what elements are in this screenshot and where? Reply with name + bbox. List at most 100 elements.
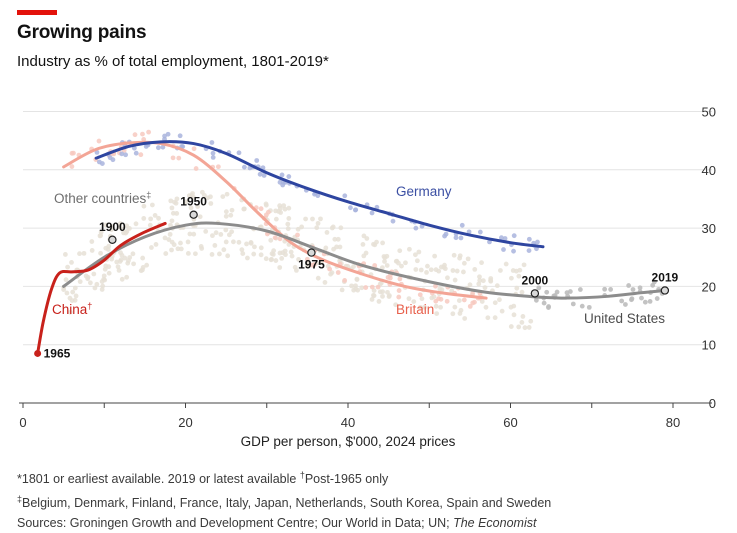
- scatter-point: [174, 211, 180, 216]
- scatter-point: [386, 294, 392, 300]
- scatter-point: [626, 283, 632, 288]
- scatter-point: [257, 171, 263, 177]
- scatter-point: [443, 231, 449, 237]
- scatter-point: [107, 155, 113, 161]
- scatter-point: [244, 241, 249, 247]
- annotation-marker: [108, 235, 117, 244]
- scatter-point: [191, 146, 197, 152]
- chart-svg: 0 10 20 30 40 50 0 20 40 60 80 GDP per person, $'00…: [19, 105, 716, 449]
- scatter-point: [69, 164, 75, 169]
- scatter-point: [516, 324, 522, 330]
- scatter-point: [286, 205, 292, 211]
- scatter-point: [466, 229, 472, 235]
- scatter-point: [494, 283, 500, 289]
- scatter-point: [371, 241, 376, 247]
- scatter-point: [417, 292, 423, 298]
- scatter-point: [141, 203, 147, 209]
- scatter-point: [369, 284, 375, 290]
- x-tick-label: 0: [19, 415, 26, 430]
- scatter-point: [399, 263, 404, 269]
- scatter-point: [279, 255, 285, 261]
- footnote-sources: Sources: Groningen Growth and Developmen…: [17, 516, 537, 531]
- scatter-point: [328, 271, 333, 277]
- scatter-point: [193, 251, 198, 257]
- trend-line-china: [36, 221, 167, 355]
- scatter-point: [352, 207, 358, 213]
- scatter-point: [87, 280, 93, 286]
- scatter-point: [382, 259, 387, 264]
- scatter-point: [642, 299, 648, 305]
- scatter-point: [208, 201, 214, 206]
- scatter-point: [273, 258, 279, 263]
- scatter-point: [149, 245, 154, 250]
- scatter-point: [286, 174, 292, 179]
- scatter-point: [225, 253, 231, 259]
- scatter-point: [197, 214, 203, 220]
- scatter-point: [334, 244, 339, 250]
- scatter-point: [166, 237, 172, 242]
- scatter-point: [379, 265, 385, 270]
- scatter-point: [203, 228, 209, 234]
- scatter-point: [73, 293, 79, 299]
- scatter-point: [354, 276, 360, 282]
- scatter-point: [252, 244, 257, 250]
- scatter-point: [263, 212, 269, 218]
- scatter-point: [277, 236, 283, 242]
- scatter-point: [286, 216, 292, 221]
- scatter-point: [407, 246, 412, 252]
- scatter-point: [406, 296, 412, 302]
- scatter-point: [263, 201, 269, 207]
- scatter-point: [450, 311, 456, 317]
- scatter-point: [390, 218, 396, 224]
- scatter-point: [470, 300, 476, 306]
- scatter-point: [623, 302, 628, 307]
- scatter-point: [223, 239, 229, 245]
- scatter-point: [630, 287, 636, 292]
- y-tick-label: 0: [709, 396, 716, 411]
- y-tick-label: 50: [702, 105, 716, 120]
- scatter-point: [393, 302, 399, 308]
- scatter-point: [351, 287, 357, 293]
- scatter-point: [445, 275, 450, 281]
- scatter-point: [217, 251, 222, 257]
- scatter-point: [156, 215, 161, 221]
- scatter-point: [169, 218, 175, 224]
- scatter-point: [141, 137, 147, 142]
- scatter-point: [160, 144, 166, 150]
- scatter-point: [72, 285, 78, 291]
- scatter-point: [541, 300, 547, 306]
- scatter-point: [436, 296, 442, 302]
- scatter-point: [277, 265, 283, 270]
- scatter-point: [251, 251, 257, 257]
- scatter-point: [431, 294, 437, 300]
- scatter-point: [258, 206, 264, 212]
- scatter-point: [152, 212, 158, 218]
- scatter-point: [99, 161, 105, 166]
- scatter-point: [418, 267, 424, 273]
- scatter-point: [223, 209, 229, 215]
- scatter-point: [411, 299, 417, 305]
- scatter-point: [363, 285, 369, 290]
- scatter-point: [310, 216, 315, 222]
- scatter-point: [106, 270, 112, 276]
- scatter-point: [522, 325, 528, 331]
- scatter-point: [269, 251, 275, 257]
- x-axis-title: GDP per person, $'000, 2024 prices: [241, 434, 456, 449]
- scatter-point: [220, 194, 226, 199]
- trend-line-other-countries: [62, 221, 537, 299]
- scatter-point: [273, 208, 279, 214]
- scatter-point: [315, 220, 321, 226]
- scatter-point: [277, 206, 283, 211]
- scatter-point: [77, 279, 83, 285]
- scatter-point: [510, 268, 516, 273]
- scatter-point: [239, 247, 245, 253]
- annotation-marker: [530, 289, 540, 298]
- scatter-point: [199, 189, 205, 195]
- scatter-point: [258, 252, 264, 258]
- scatter-point: [351, 264, 356, 269]
- annotation-label-2019: 2019: [652, 270, 679, 284]
- scatter-point: [263, 256, 269, 262]
- chart-subtitle: Industry as % of total employment, 1801-…: [17, 53, 329, 70]
- scatter-point: [117, 224, 123, 230]
- scatter-point: [92, 285, 98, 291]
